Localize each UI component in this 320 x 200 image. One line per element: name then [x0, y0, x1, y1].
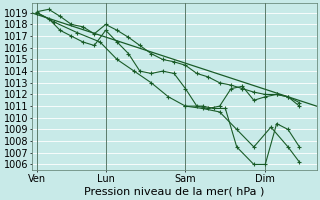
X-axis label: Pression niveau de la mer( hPa ): Pression niveau de la mer( hPa ) [84, 187, 264, 197]
